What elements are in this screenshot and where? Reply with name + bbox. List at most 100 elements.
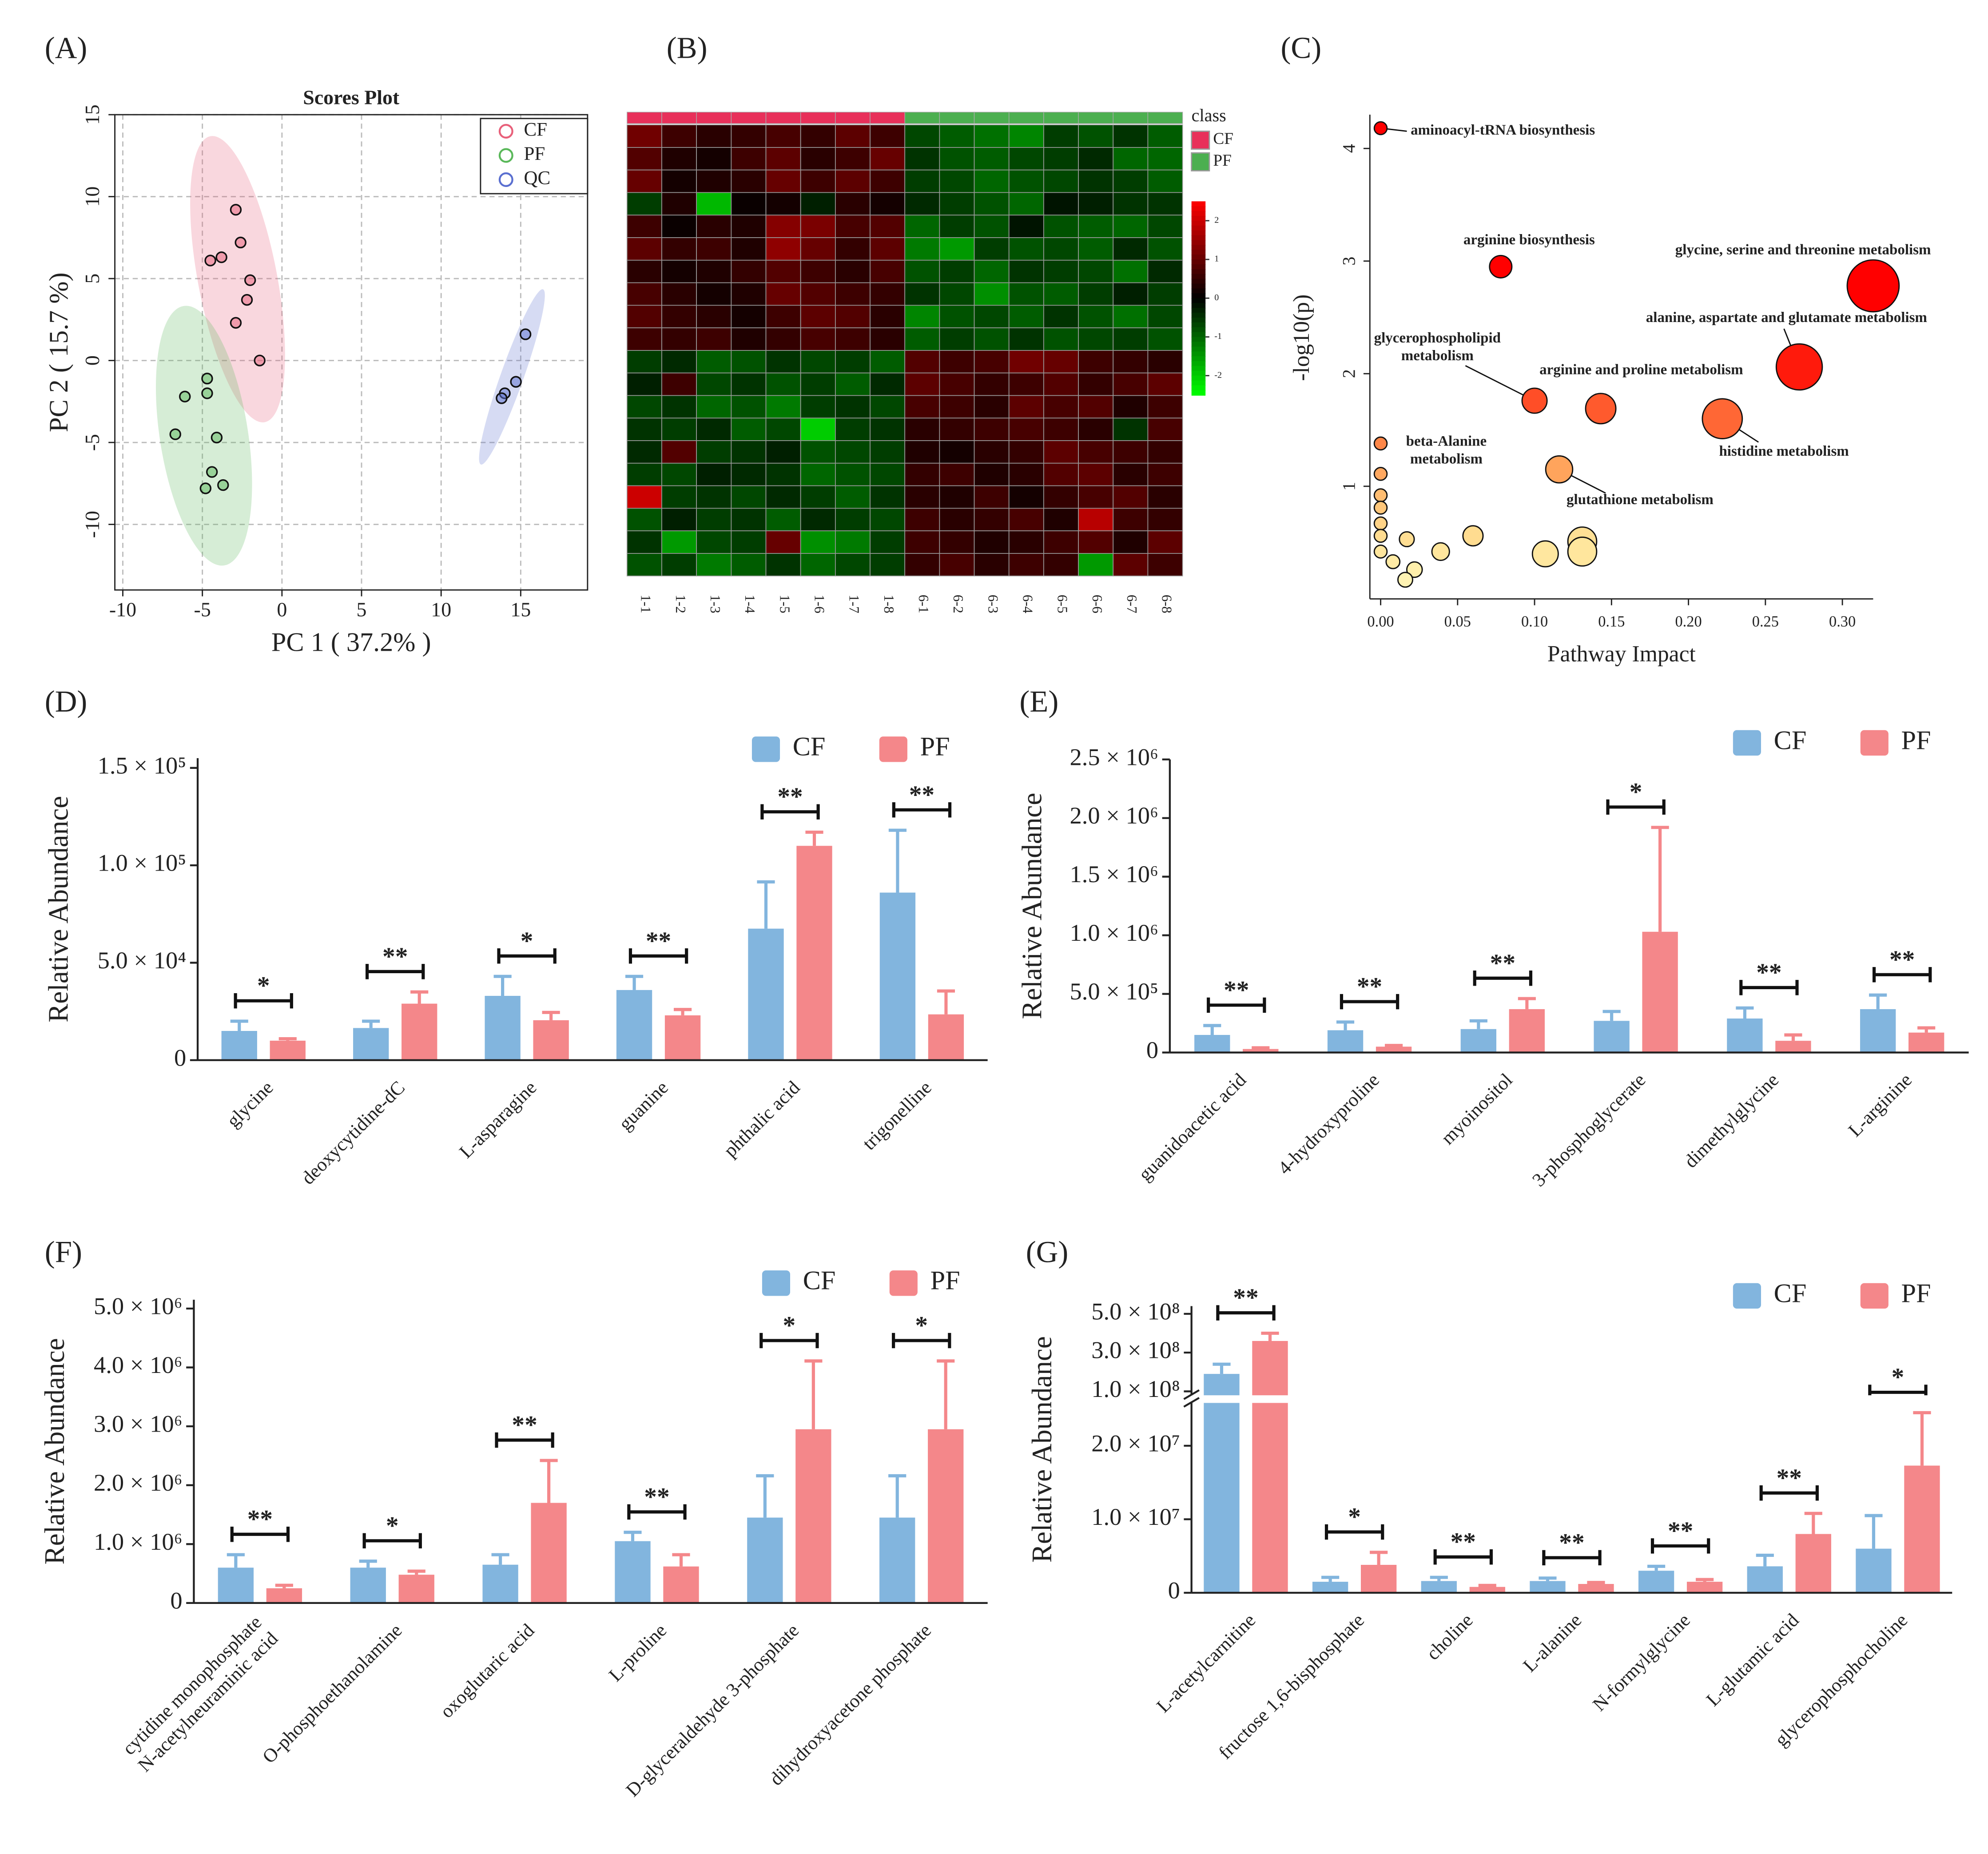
heat-cell (765, 553, 801, 577)
heat-cell (1043, 418, 1079, 441)
heat-cell (1113, 327, 1149, 351)
heat-cell (800, 350, 836, 374)
heat-cell (835, 530, 871, 554)
heat-cell (870, 259, 906, 283)
significance-label: ** (382, 943, 408, 971)
error-bar (1865, 1514, 1883, 1549)
heat-cell (1078, 395, 1114, 419)
x-tick-label: 0.15 (1598, 613, 1625, 630)
heat-cell (661, 237, 697, 261)
heat-cell (1147, 508, 1183, 531)
significance-label: ** (1451, 1528, 1476, 1556)
significance-bracket (234, 993, 293, 1009)
heat-cell (974, 147, 1010, 171)
column-label: 6-8 (1159, 595, 1174, 613)
heat-cell (939, 259, 975, 283)
bar (270, 1040, 306, 1060)
bar (748, 928, 784, 1060)
colorbar-step (1191, 356, 1206, 362)
bubble-label: beta-Alanine metabolism (1406, 433, 1487, 467)
heat-cell (1147, 553, 1183, 577)
heat-cell (939, 124, 975, 148)
heat-cell (974, 305, 1010, 328)
heat-cell (731, 327, 767, 351)
heat-cell (1078, 508, 1114, 531)
heat-cell (765, 305, 801, 328)
heat-cell (626, 327, 662, 351)
significance-label: * (257, 972, 270, 1000)
heat-cell (904, 372, 940, 396)
x-tick-label: 0.20 (1675, 613, 1702, 630)
colorbar-step (1191, 375, 1206, 382)
error-bar (805, 830, 823, 846)
bubble-label: arginine and proline metabolism (1539, 362, 1743, 378)
heat-cell (904, 282, 940, 306)
significance-label: * (1630, 778, 1642, 806)
significance-bracket (1739, 980, 1799, 995)
heat-cell (1078, 169, 1114, 193)
x-tick-label-line: cytidine monophosphate (119, 1612, 266, 1759)
colorbar-tick-label: -2 (1214, 370, 1222, 380)
point (206, 466, 218, 478)
bar (1594, 1021, 1630, 1053)
x-tick-label: 0.30 (1829, 613, 1856, 630)
class-cell (696, 111, 732, 124)
heat-cell (731, 553, 767, 577)
legend-label: PF (524, 143, 545, 164)
class-cell (800, 111, 836, 124)
x-tick-label: 10 (431, 598, 451, 621)
bar (1312, 1582, 1348, 1593)
heat-cell (800, 395, 836, 419)
error-bar (1869, 993, 1887, 1009)
heat-cell (1078, 237, 1114, 261)
heat-cell (1008, 395, 1044, 419)
point (169, 428, 181, 440)
bubble-label: aminoacyl-tRNA biosynthesis (1411, 122, 1595, 138)
heat-cell (835, 237, 871, 261)
heat-cell (939, 215, 975, 238)
heat-cell (1078, 462, 1114, 486)
significance-label: ** (777, 783, 803, 811)
heat-cell (904, 395, 940, 419)
heat-cell (626, 305, 662, 328)
bar (1360, 1565, 1397, 1593)
heat-cell (835, 327, 871, 351)
colorbar-step (1191, 370, 1206, 377)
error-bar (1917, 1026, 1936, 1033)
heat-cell (904, 147, 940, 171)
heat-cell (835, 192, 871, 216)
colorbar-step (1191, 342, 1206, 347)
significance-label: ** (644, 1483, 669, 1511)
heat-cell (800, 440, 836, 464)
heat-cell (1008, 327, 1044, 351)
heat-cell (1008, 372, 1044, 396)
class-cell (1043, 111, 1079, 124)
bar (615, 1541, 651, 1603)
heat-cell (974, 530, 1010, 554)
y-axis-label: Relative Abundance (39, 1338, 70, 1564)
heat-cell (1043, 440, 1079, 464)
legend-swatch (1733, 1283, 1761, 1309)
heat-cell (939, 305, 975, 328)
heat-cell (661, 485, 697, 509)
chart-title: Scores Plot (303, 86, 400, 108)
error-bar (1539, 1576, 1557, 1581)
bubble-label-line: beta-Alanine (1406, 433, 1487, 449)
bubble (1545, 455, 1574, 484)
heat-cell (1043, 259, 1079, 283)
heat-cell (1008, 530, 1044, 554)
significance-bracket (362, 1533, 422, 1549)
bar (1638, 1571, 1674, 1593)
legend-label: QC (524, 167, 550, 188)
heat-cell (870, 350, 906, 374)
x-tick-label: L-asparagine (455, 1077, 541, 1162)
x-tick-label: 3-phosphoglycerate (1528, 1070, 1650, 1191)
heat-cell (800, 305, 836, 328)
heat-cell (1078, 259, 1114, 283)
error-bar (275, 1583, 293, 1588)
legend-label: CF (524, 119, 547, 140)
y-tick-label: 0 (170, 1587, 182, 1614)
heat-cell (974, 418, 1010, 441)
heat-cell (800, 485, 836, 509)
heat-cell (696, 418, 732, 441)
